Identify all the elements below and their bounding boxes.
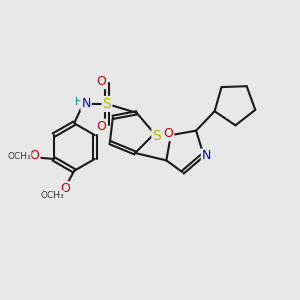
Text: OCH₃: OCH₃ [40,191,64,200]
Text: O: O [97,120,106,133]
Text: O: O [30,149,40,162]
Text: O: O [97,75,106,88]
Text: N: N [202,149,211,162]
Text: S: S [152,129,161,143]
Text: O: O [60,182,70,195]
Text: OCH₃: OCH₃ [7,152,31,161]
Text: H: H [75,97,84,106]
Text: O: O [164,127,173,140]
Text: S: S [103,97,111,111]
Text: N: N [81,98,91,110]
